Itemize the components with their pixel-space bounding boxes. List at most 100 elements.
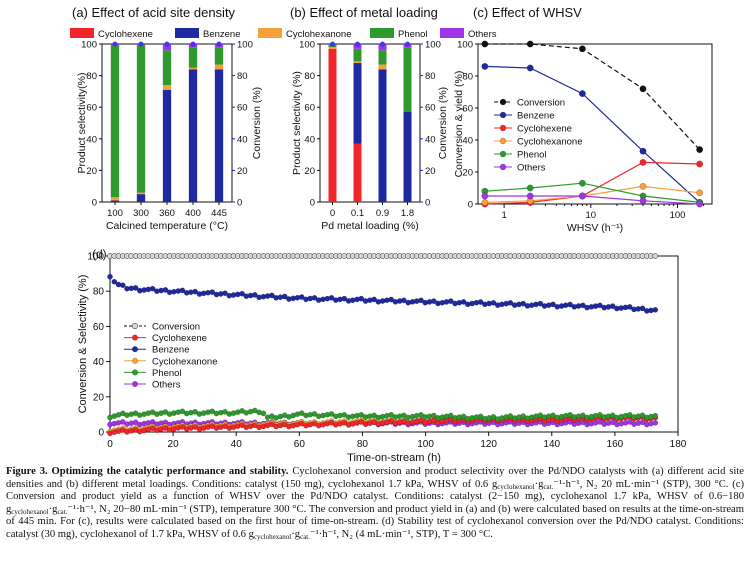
legend-label-others: Others (468, 29, 497, 40)
y-axis-label-d: Conversion & Selectivity (%) (77, 275, 89, 414)
legend-marker-c-others (499, 163, 507, 171)
y-axis-label-b: Product selectivity (%) (291, 71, 303, 175)
y-tick-label-a: 40 (86, 134, 97, 145)
series-point-c-conversion (578, 45, 586, 53)
data-point-d-phenol (401, 412, 407, 419)
data-point-d-cyclohexene (192, 424, 199, 430)
data-point-d-phenol (371, 412, 377, 419)
y-tick-label-d: 0 (98, 428, 104, 439)
series-point-c-others (696, 200, 704, 208)
series-point-c-phenol (578, 179, 586, 187)
x-tick-label-b: 0.9 (376, 208, 389, 219)
caption-text-3: ⁻¹·h⁻¹, N₂ 20 mL·min⁻¹ (STP), 300 °C. (c… (6, 478, 744, 515)
data-point-d-benzene (626, 304, 633, 310)
y2-tick-label-a: 0 (237, 198, 242, 209)
data-point-d-others (639, 419, 646, 426)
data-point-d-phenol (260, 410, 267, 417)
x-tick-label-c: 1 (501, 210, 506, 221)
data-point-d-benzene (639, 305, 646, 312)
data-point-d-phenol (328, 411, 335, 417)
y2-tick-label-b: 40 (425, 134, 436, 145)
y-tick-label-c: 60 (462, 104, 473, 115)
data-point-d-phenol (179, 408, 186, 415)
bar-segment-cyclohexanone-a (136, 192, 146, 195)
y-tick-label-a: 20 (86, 166, 97, 177)
caption-label: Figure 3. Optimizing the catalytic perfo… (6, 466, 289, 477)
legend-label-c-benzene: Benzene (517, 111, 555, 122)
bar-segment-benzene-a (188, 69, 198, 202)
bar-segment-cyclohexanone-a (110, 197, 120, 201)
data-point-d-benzene (460, 299, 467, 305)
y-tick-label-d: 100 (87, 252, 104, 263)
data-point-d-benzene (550, 301, 556, 308)
data-point-d-phenol (388, 411, 395, 418)
caption-text-7: ⁻¹·h⁻¹, N₂ (4 mL·min⁻¹, STP), T = 300 °C… (310, 528, 493, 540)
figure-3: (a) Effect of acid site density (b) Effec… (70, 5, 713, 464)
series-point-c-benzene (481, 62, 489, 70)
data-point-d-benzene (209, 289, 216, 295)
caption-text-1: Cyclohexanol conversion and product sele… (6, 466, 744, 490)
series-point-c-conversion (526, 40, 534, 48)
y-tick-label-b: 0 (310, 198, 315, 209)
data-point-d-benzene (447, 298, 454, 304)
legend-label-benzene: Benzene (203, 29, 241, 40)
data-point-d-cyclohexene (328, 419, 335, 426)
legend-label-c-phenol: Phenol (517, 150, 547, 161)
legend-marker-d-benzene (131, 346, 139, 353)
y2-tick-label-b: 20 (425, 166, 436, 177)
legend-label-d-others: Others (152, 380, 181, 391)
legend-label-c-cyclohexene: Cyclohexene (517, 124, 572, 135)
series-point-c-conversion (481, 40, 489, 48)
legend-label-d-benzene: Benzene (152, 345, 190, 356)
legend-label-d-conversion: Conversion (152, 322, 200, 333)
y-tick-label-a: 60 (86, 103, 97, 114)
panel-title-d: (d) (92, 247, 107, 261)
y-tick-label-b: 40 (304, 134, 315, 145)
data-point-d-phenol (149, 409, 156, 415)
y2-tick-label-a: 20 (237, 166, 248, 177)
data-point-d-conversion (652, 253, 659, 259)
y-axis-label-c: Conversion & yield (%) (453, 71, 465, 178)
caption-sub-3: cyclohexanol (11, 507, 49, 516)
y2-tick-label-b: 60 (425, 103, 436, 114)
data-point-d-benzene (388, 296, 395, 303)
bar-segment-phenol-b (403, 47, 412, 112)
legend-marker-d-phenol (131, 369, 139, 376)
y2-tick-label-b: 80 (425, 71, 436, 82)
legend-marker-c-cyclohexanone (499, 137, 507, 145)
y2-axis-label-a: Conversion (%) (251, 87, 263, 159)
legend-label-d-cyclohexene: Cyclohexene (152, 333, 207, 344)
x-tick-label-d: 140 (543, 439, 560, 450)
data-point-d-benzene (371, 296, 377, 303)
data-point-d-phenol (341, 411, 348, 418)
data-point-d-cyclohexene (298, 420, 305, 427)
legend-swatch-phenol (370, 28, 394, 38)
y-tick-label-a: 100 (81, 40, 97, 51)
data-point-d-phenol (447, 412, 454, 419)
y-tick-label-b: 80 (304, 71, 315, 82)
data-point-d-phenol (477, 413, 484, 420)
x-tick-label-d: 0 (107, 439, 113, 450)
y-tick-label-c: 0 (468, 200, 473, 211)
data-point-d-benzene (179, 287, 186, 294)
y-tick-label-b: 100 (299, 40, 315, 51)
data-point-d-benzene (311, 294, 318, 301)
bar-segment-others-a (162, 44, 172, 51)
x-tick-label-d: 160 (607, 439, 624, 450)
legend-marker-d-cyclohexene (131, 334, 139, 341)
data-point-d-benzene (132, 285, 139, 291)
bar-segment-phenol-a (110, 45, 120, 198)
data-point-d-others (626, 419, 633, 425)
data-point-d-benzene (490, 299, 497, 306)
bar-segment-benzene-a (162, 89, 172, 202)
data-point-d-cyclohexene (418, 417, 424, 424)
data-point-d-phenol (639, 412, 646, 419)
caption-sub-1: cyclohexanol (497, 482, 535, 491)
data-point-d-cyclohexene (388, 418, 395, 424)
x-tick-label-d: 180 (670, 439, 687, 450)
legend-swatch-others (440, 28, 464, 38)
bar-segment-phenol-a (136, 45, 146, 193)
conversion-point-a (112, 41, 118, 47)
figure-caption: Figure 3. Optimizing the catalytic perfo… (6, 466, 744, 542)
data-point-d-benzene (269, 292, 275, 299)
